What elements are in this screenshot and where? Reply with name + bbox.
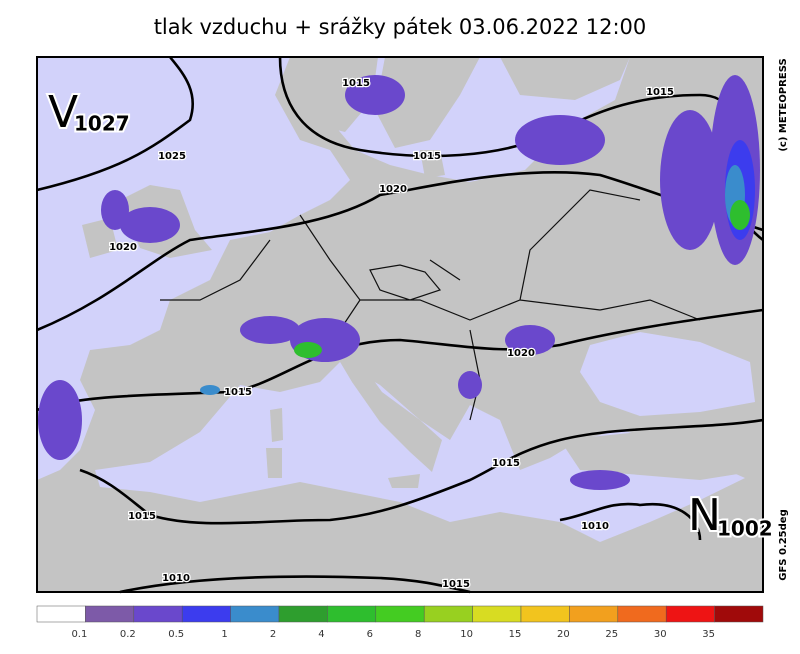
- legend-label: 20: [557, 629, 570, 640]
- legend-label: 15: [509, 629, 522, 640]
- legend-label: 25: [605, 629, 618, 640]
- legend-swatch: [181, 605, 231, 623]
- isobar-label: 1015: [646, 87, 674, 98]
- legend-swatch: [569, 605, 619, 623]
- isobar-label: 1015: [224, 387, 252, 398]
- legend-label: 2: [270, 629, 276, 640]
- isobar-label: 1015: [442, 579, 470, 590]
- credit: (c) METEOPRESS: [778, 58, 789, 151]
- legend-label: 1: [221, 629, 227, 640]
- legend-label: 8: [415, 629, 421, 640]
- isobar-label: 1015: [413, 151, 441, 162]
- isobar-label: 1010: [581, 521, 609, 532]
- isobar-label: 1020: [507, 348, 535, 359]
- high-value: 1027: [74, 112, 130, 136]
- legend-swatch: [85, 605, 135, 623]
- high-letter: V: [48, 87, 78, 138]
- isobar-label: 1020: [109, 242, 137, 253]
- isobar-label: 1015: [492, 458, 520, 469]
- legend-swatch: [375, 605, 425, 623]
- legend-swatch: [714, 605, 764, 623]
- legend-label: 0.1: [71, 629, 87, 640]
- isobar-label: 1025: [158, 151, 186, 162]
- legend-label: 10: [460, 629, 473, 640]
- isobar-label: 1015: [342, 78, 370, 89]
- legend: 0.1 0.2 0.5 1 2 4 6 8 10 15 20 25 30 35: [36, 605, 764, 640]
- isobar-label: 1010: [162, 573, 190, 584]
- legend-label: 0.2: [120, 629, 136, 640]
- map: [36, 56, 764, 594]
- legend-label: 4: [318, 629, 324, 640]
- legend-label: 6: [367, 629, 373, 640]
- map-title: tlak vzduchu + srážky pátek 03.06.2022 1…: [154, 15, 647, 39]
- legend-label: 35: [702, 629, 715, 640]
- legend-swatch: [472, 605, 522, 623]
- legend-swatch: [617, 605, 667, 623]
- low-letter: N: [688, 490, 721, 541]
- legend-label: 0.5: [168, 629, 184, 640]
- legend-swatch: [230, 605, 280, 623]
- isobar-label: 1015: [128, 511, 156, 522]
- legend-swatch: [665, 605, 715, 623]
- isobar-labels: 1015 1015 1015 1020 1025 1020 1015 1020 …: [108, 77, 675, 592]
- isobar-label: 1020: [379, 184, 407, 195]
- legend-swatch: [327, 605, 377, 623]
- model-credit: GFS 0.25deg: [778, 509, 789, 581]
- low-value: 1002: [717, 517, 773, 541]
- legend-swatch: [520, 605, 570, 623]
- legend-swatch: [278, 605, 328, 623]
- legend-swatch: [423, 605, 473, 623]
- pressure-centers: V 1027 N 1002: [46, 85, 775, 543]
- legend-swatch: [133, 605, 183, 623]
- legend-swatch: [36, 605, 86, 623]
- legend-label: 30: [654, 629, 667, 640]
